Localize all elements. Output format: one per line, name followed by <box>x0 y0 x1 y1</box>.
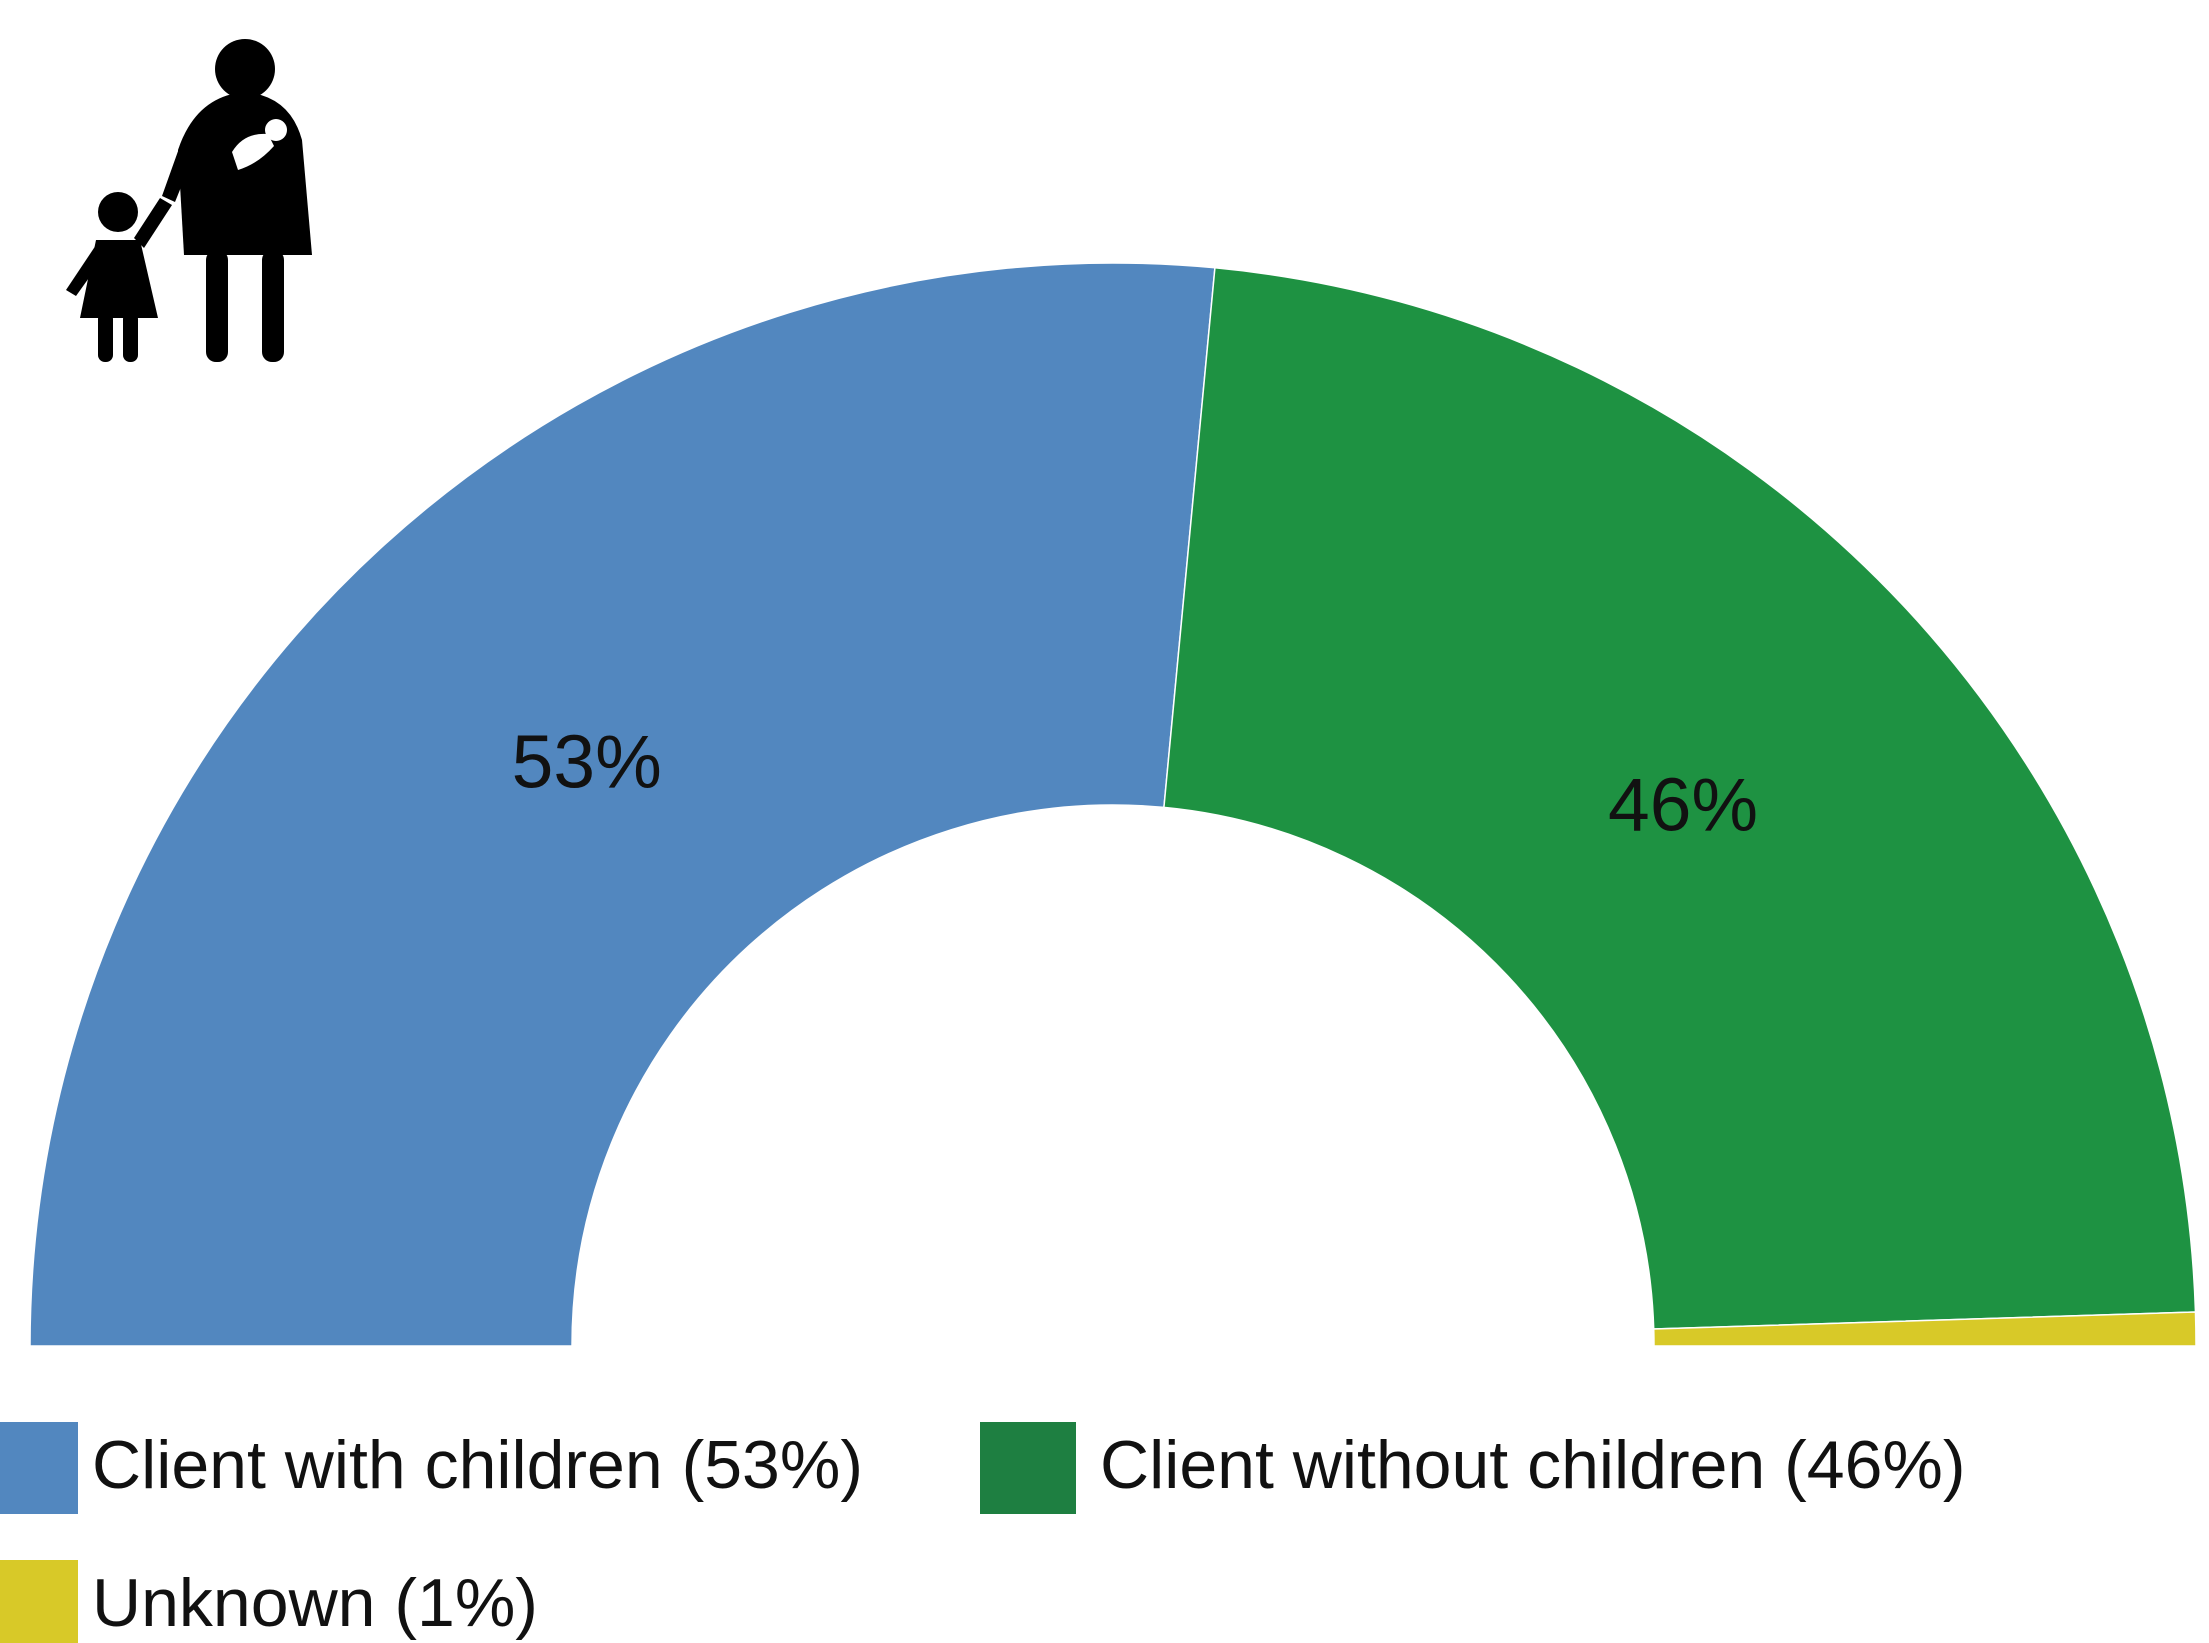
slice-unknown <box>1652 1311 2197 1347</box>
legend-item-client-with-children: Client with children (53%) <box>0 1422 863 1514</box>
legend: Client with children (53%) Client withou… <box>0 1422 1966 1643</box>
legend-label: Client without children (46%) <box>1100 1427 1966 1503</box>
legend-label: Unknown (1%) <box>92 1565 538 1641</box>
data-label-client-without-children: 46% <box>1608 762 1758 846</box>
parent-with-children-icon <box>66 39 312 362</box>
legend-item-client-without-children: Client without children (46%) <box>980 1422 1966 1514</box>
legend-swatch <box>0 1560 78 1643</box>
data-label-client-with-children: 53% <box>512 719 662 803</box>
slice-client-without-children <box>1163 266 2197 1330</box>
legend-swatch <box>0 1422 78 1514</box>
legend-swatch <box>980 1422 1076 1514</box>
legend-label: Client with children (53%) <box>92 1427 863 1503</box>
slice-client-with-children <box>29 262 1216 1347</box>
legend-item-unknown: Unknown (1%) <box>0 1560 538 1643</box>
